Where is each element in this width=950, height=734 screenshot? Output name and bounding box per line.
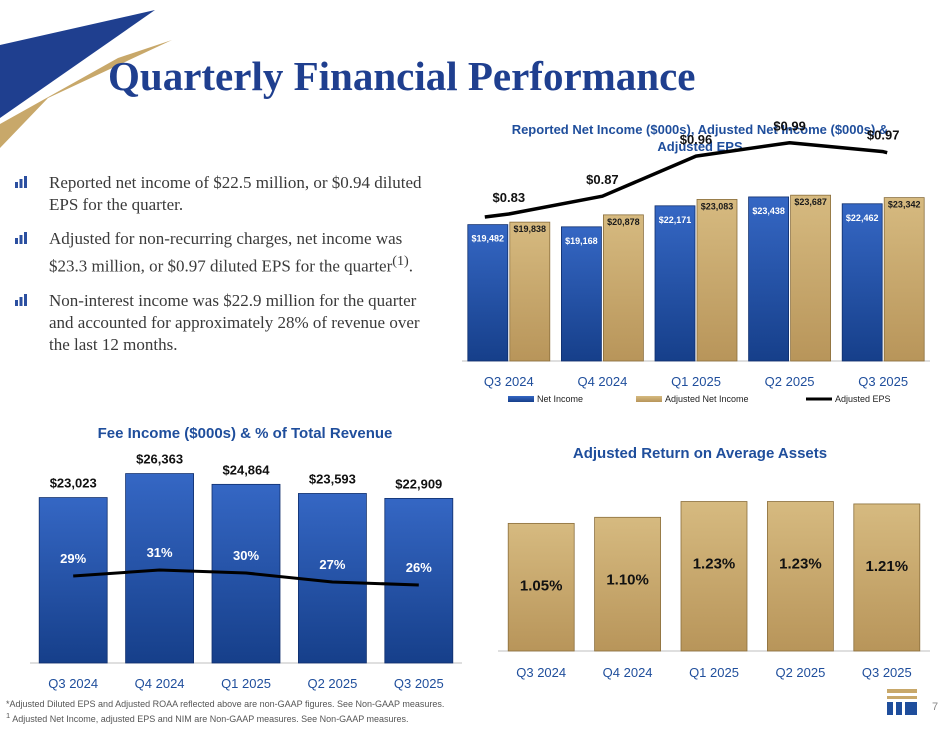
bullet-item: Adjusted for non-recurring charges, net … <box>14 228 434 278</box>
eps-label: $0.87 <box>586 172 619 187</box>
adjusted-net-income-label: $23,083 <box>701 201 734 211</box>
legend-swatch <box>636 396 662 402</box>
net-income-chart-title: Reported Net Income ($000s), Adjusted Ne… <box>511 122 889 154</box>
footnote-line: *Adjusted Diluted EPS and Adjusted ROAA … <box>6 698 444 710</box>
corner-swoosh-decoration <box>0 10 172 148</box>
net-income-label: $19,482 <box>472 234 505 244</box>
page-title: Quarterly Financial Performance <box>108 53 696 99</box>
bullet-item: Reported net income of $22.5 million, or… <box>14 172 434 216</box>
pct-revenue-label: 30% <box>233 548 259 563</box>
roaa-label: 1.21% <box>866 558 909 575</box>
roaa-bar <box>680 501 748 652</box>
footnotes: *Adjusted Diluted EPS and Adjusted ROAA … <box>6 698 444 725</box>
net-income-label: $22,171 <box>659 215 692 225</box>
bullet-text: Non-interest income was $22.9 million fo… <box>49 290 420 354</box>
x-tick-label: Q2 2025 <box>307 676 357 691</box>
bullet-list: Reported net income of $22.5 million, or… <box>14 172 434 368</box>
legend-label: Adjusted Net Income <box>665 394 749 404</box>
net-income-label: $19,168 <box>565 236 598 246</box>
pct-revenue-label: 26% <box>406 560 432 575</box>
roaa-label: 1.05% <box>520 577 563 594</box>
bank-logo-icon <box>887 689 917 715</box>
x-tick-label: Q1 2025 <box>671 374 721 389</box>
net-income-bar <box>561 226 602 362</box>
net-income-label: $23,438 <box>752 206 785 216</box>
pct-revenue-label: 31% <box>147 545 173 560</box>
fee-income-label: $23,593 <box>309 471 356 486</box>
x-tick-label: Q2 2025 <box>765 374 815 389</box>
bar-chart-icon <box>15 293 27 306</box>
fee-income-bar <box>384 497 454 664</box>
adjusted-net-income-label: $23,342 <box>888 200 921 210</box>
adjusted-net-income-label: $23,687 <box>794 197 827 207</box>
roaa-label: 1.23% <box>693 556 736 573</box>
x-tick-label: Q3 2024 <box>48 676 98 691</box>
adjusted-net-income-bar <box>790 194 831 362</box>
footnote-text: Adjusted Net Income, adjusted EPS and NI… <box>12 714 409 724</box>
bullet-text: Reported net income of $22.5 million, or… <box>49 173 422 214</box>
net-income-bar <box>467 224 509 362</box>
adjusted-net-income-bar <box>509 221 551 362</box>
eps-label: $0.96 <box>680 132 713 147</box>
fee-income-bar <box>125 473 194 664</box>
x-tick-label: Q3 2025 <box>394 676 444 691</box>
adjusted-net-income-label: $19,838 <box>514 224 547 234</box>
x-tick-label: Q4 2024 <box>577 374 627 389</box>
adjusted-net-income-bar <box>696 199 738 362</box>
bullet-text: Adjusted for non-recurring charges, net … <box>49 229 403 276</box>
x-tick-label: Q4 2024 <box>603 665 653 680</box>
roaa-bar <box>853 503 921 652</box>
pct-revenue-label: 27% <box>319 557 345 572</box>
roaa-bar <box>594 516 661 652</box>
pct-revenue-label: 29% <box>60 551 86 566</box>
eps-label: $0.99 <box>773 119 806 134</box>
footnote-text: *Adjusted Diluted EPS and Adjusted ROAA … <box>6 699 445 709</box>
net-income-label: $22,462 <box>846 213 879 223</box>
eps-line <box>484 140 888 219</box>
fee-income-label: $26,363 <box>136 452 183 467</box>
x-tick-label: Q2 2025 <box>775 665 825 680</box>
x-tick-label: Q3 2024 <box>516 665 566 680</box>
x-tick-label: Q1 2025 <box>221 676 271 691</box>
roaa-bar <box>767 501 834 652</box>
net-income-bar <box>748 196 789 362</box>
eps-label: $0.83 <box>493 190 526 205</box>
bullet-item: Non-interest income was $22.9 million fo… <box>14 290 434 356</box>
adjusted-net-income-bar <box>883 197 925 362</box>
x-tick-label: Q3 2025 <box>862 665 912 680</box>
x-tick-label: Q1 2025 <box>689 665 739 680</box>
net-income-bar <box>841 203 883 362</box>
legend-swatch <box>508 396 534 402</box>
adjusted-net-income-label: $20,878 <box>607 217 640 227</box>
fee-income-label: $23,023 <box>50 476 97 491</box>
legend-label: Net Income <box>537 394 583 404</box>
net-income-bar <box>654 205 696 362</box>
bar-chart-icon <box>15 176 27 188</box>
legend-label: Adjusted EPS <box>835 394 891 404</box>
x-tick-label: Q3 2025 <box>858 374 908 389</box>
x-tick-label: Q3 2024 <box>484 374 534 389</box>
roaa-chart-title: Adjusted Return on Average Assets <box>572 445 828 462</box>
roaa-label: 1.10% <box>606 571 649 588</box>
roaa-bar <box>507 522 575 652</box>
adjusted-net-income-bar <box>603 214 644 362</box>
footnote-ref: (1) <box>392 253 409 269</box>
pct-revenue-line <box>73 568 419 587</box>
page-number: 7 <box>932 701 939 713</box>
eps-label: $0.97 <box>867 128 900 143</box>
fee-income-label: $22,909 <box>395 476 442 491</box>
footnote-marker: 1 <box>6 711 11 720</box>
fee-income-label: $24,864 <box>223 462 271 477</box>
roaa-label: 1.23% <box>779 556 822 573</box>
fee-income-chart-title: Fee Income ($000s) & % of Total Revenue <box>97 425 393 442</box>
fee-income-bar <box>38 497 108 664</box>
x-tick-label: Q4 2024 <box>135 676 185 691</box>
footnote-line: 1 Adjusted Net Income, adjusted EPS and … <box>6 710 444 725</box>
bar-chart-icon <box>15 232 27 244</box>
